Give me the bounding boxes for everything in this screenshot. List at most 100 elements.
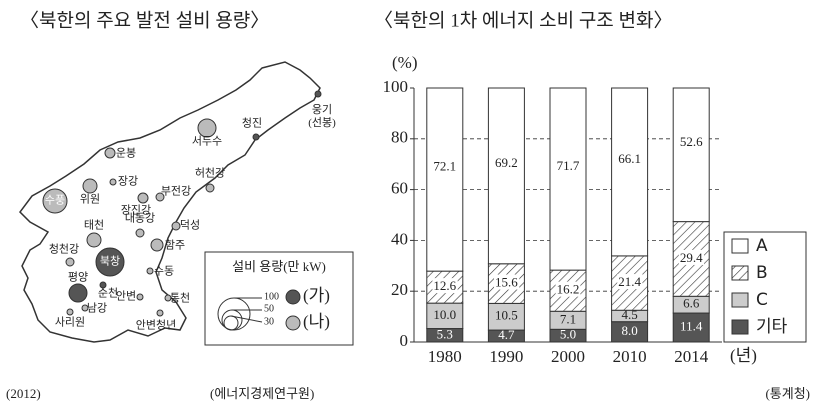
legend-label: B [756,263,768,283]
place-label: 평양 [68,271,88,284]
bar-segment [426,302,464,330]
plant [95,247,125,277]
map-year: (2012) [6,386,41,401]
place-label: 통천 [170,291,190,305]
map-title: 〈북한의 주요 발전 설비 용량〉 [20,9,269,31]
plant [65,257,75,267]
value-label: 10.0 [433,307,456,322]
plant [42,188,68,214]
legend-title: 설비 용량(만 kW) [232,259,326,274]
place-label: 장강 [118,175,138,188]
bar-segment [549,87,587,271]
legend-label: 기타 [756,317,788,337]
label-bg [494,274,520,290]
place-label: 서두수 [192,135,222,148]
place-label: 함주 [165,239,185,252]
plant [66,308,74,316]
y-tick-label: 80 [391,128,408,147]
plant [314,90,322,98]
place-label: 청천강 [49,242,79,256]
value-label: 66.1 [618,151,641,166]
y-tick-label: 0 [400,331,409,350]
place-label: 수풍 [45,194,65,207]
place-label: 태천 [84,218,104,232]
place-label: 허천강 [195,166,225,180]
plant [81,304,89,312]
label-bg [617,274,643,290]
place-label: 대동강 [125,212,155,225]
value-label: 7.1 [560,311,576,326]
legend-swatch [731,292,749,308]
plant [171,221,181,231]
legend-swatch [285,315,301,331]
place-label: 수동 [154,265,174,278]
value-label: 5.0 [560,327,576,342]
place-label: 북창 [100,255,120,268]
chart-title: 〈북한의 1차 에너지 소비 구조 변화〉 [374,9,673,31]
plant [135,228,145,238]
chart-source: (통계청) [765,386,810,401]
plant [137,192,149,204]
plant [155,192,165,202]
legend-swatch [731,238,749,254]
place-label: 덕성 [180,219,200,232]
place-label: 위원 [80,193,100,206]
map-source: (에너지경제연구원) [210,386,314,401]
legend-swatch [731,319,749,335]
value-label: 52.6 [680,134,703,149]
plant [197,118,217,138]
legend-swatch [731,265,749,281]
place-label: 사리원 [55,316,85,329]
place-label: 안변청년 [136,319,176,332]
label-bg [678,249,705,265]
plant [68,283,88,303]
value-label: 69.2 [495,155,518,170]
bar-segment [426,87,464,272]
plant [156,309,164,317]
plant [109,178,117,186]
label-bg [432,278,458,294]
scale-label: 50 [264,303,274,314]
plant [164,294,172,302]
scale-line [230,315,263,323]
place-label: 웅기 (선봉) [308,103,336,129]
legend-swatch [285,289,301,305]
y-axis-label: (%) [392,53,417,72]
place-label: 청진 [242,117,262,130]
x-tick-label: 2000 [551,347,585,366]
bar-segment [672,312,710,343]
y-tick-label: 60 [391,179,408,198]
value-label: 71.7 [557,158,580,173]
label-bg [555,281,581,297]
legend-label: C [756,290,768,310]
value-label: 72.1 [433,159,456,174]
bar-segment [611,87,649,257]
plant [146,267,154,275]
x-tick-label: 2014 [674,347,709,366]
value-label: 10.5 [495,308,518,323]
value-label: 21.4 [618,274,641,289]
scale-label: 30 [264,316,274,327]
plant [86,232,102,248]
bar-segment [487,87,525,265]
y-tick-label: 20 [391,280,408,299]
plant [252,133,260,141]
scale-label: 100 [264,291,279,302]
legend-label: (가) [303,286,330,305]
place-label: 남강 [87,302,107,315]
place-label: 안변 [116,290,136,303]
plant [104,147,116,159]
x-tick-label: 2010 [613,347,647,366]
bar-segment [672,87,710,223]
value-label: 29.4 [680,250,703,265]
legend-label: A [756,236,768,256]
value-label: 4.7 [498,327,515,342]
plant [99,281,107,289]
x-unit: (년) [730,346,757,365]
value-label: 5.3 [437,326,453,341]
y-tick-label: 100 [383,77,409,96]
value-label: 8.0 [621,323,637,338]
value-label: 11.4 [680,319,703,334]
plant [82,178,98,194]
place-label: 순천 [98,286,118,300]
